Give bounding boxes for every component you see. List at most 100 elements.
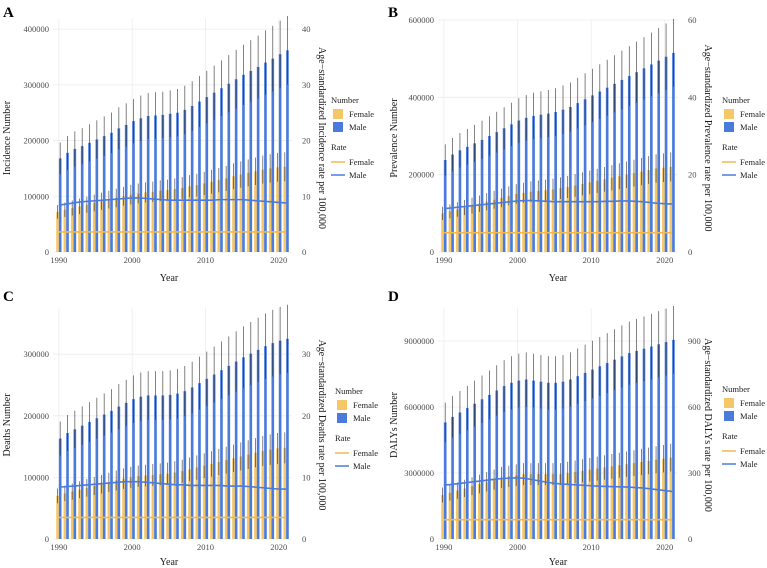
bar-female — [551, 474, 555, 539]
x-tick-label: 2020 — [656, 255, 673, 265]
bar-male — [110, 132, 113, 252]
legend-male-bar-key — [333, 122, 343, 132]
y-tick-label: 200000 — [409, 170, 435, 180]
bar-male — [198, 101, 201, 252]
bar-female — [625, 464, 628, 539]
legend-rate-title: Rate — [722, 431, 738, 441]
bar-female — [448, 211, 452, 252]
bar-male — [510, 124, 513, 252]
bar-male — [480, 399, 484, 539]
bar-male — [635, 72, 638, 252]
bar-female — [92, 486, 96, 539]
bar-male — [510, 382, 513, 539]
bar-male — [657, 344, 661, 539]
x-tick-label: 2010 — [197, 255, 214, 265]
bar-male — [524, 379, 528, 539]
bar-female — [500, 197, 503, 252]
bar-male — [517, 120, 521, 253]
y2-tick-label: 300 — [688, 468, 701, 478]
bar-female — [217, 180, 221, 252]
bar-male — [58, 438, 62, 539]
bar-male — [234, 361, 238, 539]
y2-tick-label: 20 — [688, 170, 697, 180]
rate-line-male — [443, 199, 673, 210]
bar-female — [56, 495, 59, 539]
bar-male — [488, 136, 491, 252]
bar-female — [107, 482, 111, 539]
panel-c: C 0 100000 200000 300000 0 10 20 30 1990 2000 2010… — [2, 289, 378, 568]
bar-female — [603, 179, 606, 252]
bar-female — [180, 187, 184, 252]
bar-female — [144, 192, 147, 252]
bar-male — [205, 378, 209, 539]
panel-d-label: D — [388, 289, 399, 305]
bar-female — [485, 481, 489, 539]
panel-a-y2-title: Age−standardized Incidence rate per 100,… — [316, 47, 327, 229]
legend-female-bar-key — [724, 398, 734, 408]
panel-d: D 0 3000000 6000000 9000000 0 300 600 900 1990 20… — [388, 289, 765, 568]
legend-male-rate: Male — [349, 170, 367, 180]
bar-female — [224, 178, 228, 252]
bar-female — [254, 171, 257, 252]
bar-female — [647, 460, 651, 539]
bar-female — [632, 463, 636, 539]
bar-male — [271, 343, 275, 539]
bar-female — [195, 467, 199, 539]
bar-female — [478, 203, 481, 252]
bar-female — [669, 166, 673, 252]
bar-female — [573, 185, 577, 252]
bar-male — [569, 107, 572, 252]
bar-male — [539, 114, 543, 252]
bar-female — [478, 484, 481, 539]
x-tick-label: 2000 — [509, 255, 526, 265]
bar-male — [124, 402, 128, 539]
panel-c-plot: 0 100000 200000 300000 0 10 20 30 1990 2000 2010 20… — [24, 304, 311, 552]
panel-a-x-title: Year — [160, 273, 179, 284]
legend-number-title: Number — [722, 95, 750, 105]
legend-male-bar-key — [337, 413, 347, 423]
y-tick-label: 0 — [45, 534, 49, 544]
bar-male — [256, 349, 260, 539]
bar-male — [220, 88, 223, 252]
bar-female — [70, 491, 74, 539]
bar-male — [650, 64, 653, 252]
bar-female — [522, 474, 525, 539]
bar-female — [573, 471, 577, 539]
bar-male — [278, 340, 282, 539]
bar-female — [166, 190, 169, 252]
bar-female — [158, 190, 162, 252]
bar-male — [132, 121, 135, 252]
panel-c-legend: Number Female Male Rate Female Male — [335, 386, 378, 471]
bar-female — [114, 197, 118, 252]
bar-male — [249, 353, 253, 539]
bar-male — [480, 139, 484, 252]
bar-male — [443, 159, 447, 252]
panel-b-y-title: Prevalence Number — [389, 98, 400, 178]
bar-male — [168, 394, 172, 539]
legend-male-bar-key — [724, 411, 734, 421]
bar-male — [139, 396, 143, 539]
bar-female — [92, 202, 96, 252]
bar-male — [168, 113, 172, 252]
panel-b-y2-title: Age−standardized Prevalence rate per 100… — [702, 45, 713, 232]
legend-female-number: Female — [353, 400, 378, 410]
bar-male — [517, 380, 521, 539]
x-tick-label: 1990 — [435, 542, 452, 552]
bar-male — [139, 118, 143, 253]
bar-female — [107, 199, 111, 252]
bar-male — [124, 124, 128, 252]
bar-female — [100, 201, 103, 252]
bar-male — [110, 410, 113, 539]
bar-male — [502, 386, 506, 539]
bar-female — [78, 489, 81, 539]
bar-male — [146, 395, 150, 539]
y2-tick-label: 0 — [302, 247, 306, 257]
bar-female — [448, 492, 452, 539]
bar-male — [234, 79, 238, 253]
y2-tick-label: 10 — [302, 472, 311, 482]
bar-female — [129, 194, 133, 252]
bar-male — [664, 56, 668, 252]
bar-female — [470, 205, 474, 252]
legend-male-number: Male — [740, 411, 758, 421]
x-tick-label: 2000 — [124, 255, 141, 265]
